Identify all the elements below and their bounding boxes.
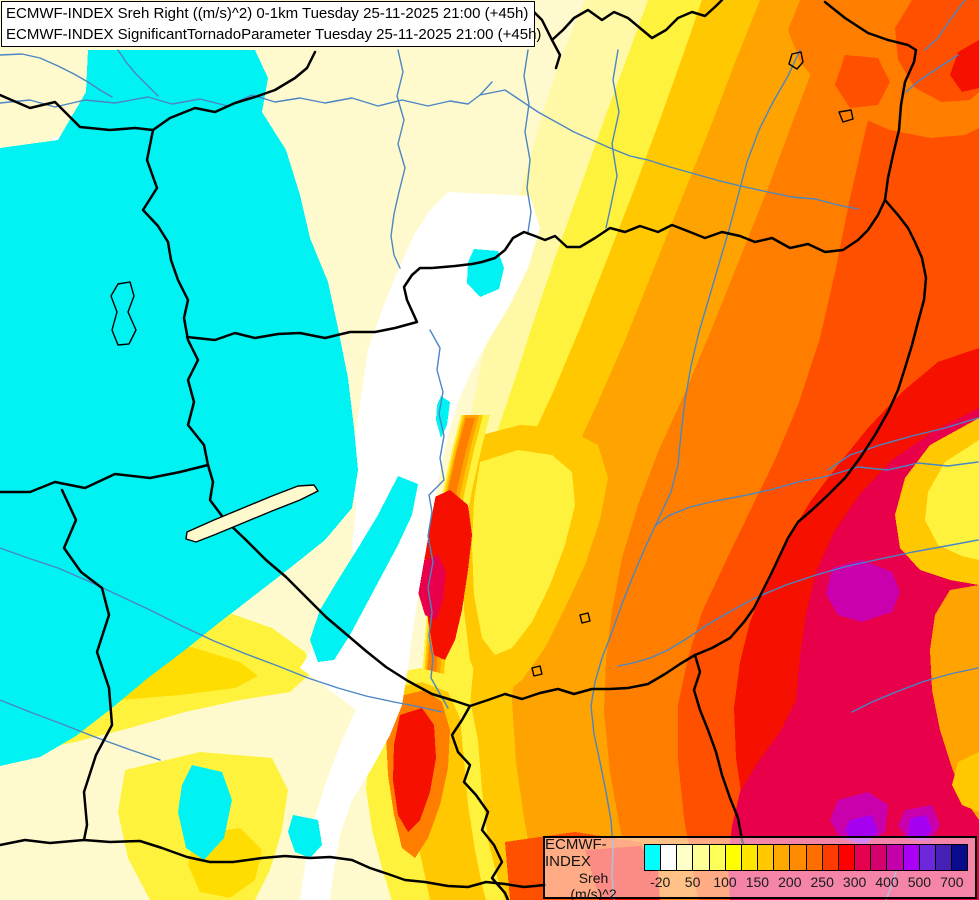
border-austria-hungary [0, 128, 210, 494]
border-slovenia-croatia [60, 488, 114, 842]
legend-tick-label: 200 [778, 874, 802, 890]
legend-tick-label: 500 [907, 874, 932, 890]
legend-swatch [758, 845, 775, 870]
legend-swatch [871, 845, 888, 870]
legend-swatch [887, 845, 904, 870]
legend-swatch [725, 845, 742, 870]
legend-swatch [677, 845, 694, 870]
border-sava [0, 838, 547, 889]
legend-subtitle: Sreh [578, 869, 609, 886]
legend-tick-label: 300 [842, 874, 867, 890]
tisza-river [590, 49, 801, 900]
legend-swatch [661, 845, 678, 870]
legend-swatch [855, 845, 872, 870]
vah-river [390, 49, 406, 269]
country-borders-layer [0, 0, 928, 900]
danube-river [0, 81, 493, 108]
title-box: ECMWF-INDEX Sreh Right ((m/s)^2) 0-1km T… [1, 1, 542, 47]
border-hungary-croatia [206, 463, 510, 900]
legend-swatch [709, 845, 726, 870]
legend-tick-label: 250 [810, 874, 834, 890]
danube-south-river [427, 329, 449, 709]
koros-river [654, 461, 979, 527]
legend-swatch [822, 845, 839, 870]
legend-tick-label: 700 [940, 874, 964, 890]
legend-tick-label: 100 [713, 874, 737, 890]
legend-tick-label: 150 [745, 874, 770, 890]
legend-labels: ECMWF-INDEX Sreh (m/s)^2 [545, 835, 642, 900]
legend-swatch [741, 845, 759, 870]
legend-swatch [774, 845, 791, 870]
border-hungary-slovakia [185, 198, 887, 342]
legend-tickrow: -20 50 100 150 200 250 300 400 500 700 [644, 874, 968, 892]
border-hungary-serbia [468, 653, 697, 708]
legend-swatch [645, 845, 662, 870]
legend-scale: -20 50 100 150 200 250 300 400 500 700 [642, 838, 975, 897]
title-line-1: ECMWF-INDEX Sreh Right ((m/s)^2) 0-1km T… [6, 5, 529, 22]
legend-swatch [903, 845, 920, 870]
border-slovakia-ukraine [823, 0, 918, 202]
drava-river [0, 547, 443, 713]
legend-swatch [806, 845, 823, 870]
legend-swatch [951, 845, 968, 870]
title-line-2: ECMWF-INDEX SignificantTornadoParameter … [6, 26, 542, 43]
legend: ECMWF-INDEX Sreh (m/s)^2 -20 50 100 150 200 2… [543, 835, 977, 900]
legend-swatch [919, 845, 936, 870]
legend-tick-label: 400 [875, 874, 899, 890]
border-northwest [0, 50, 317, 132]
legend-swatch [838, 845, 856, 870]
legend-unit: (m/s)^2 [570, 885, 617, 900]
legend-swatch [693, 845, 710, 870]
legend-title: ECMWF-INDEX [545, 835, 607, 870]
lakes-layer [110, 51, 854, 677]
legend-swatch [790, 845, 807, 870]
border-serbia-romania [692, 653, 750, 860]
legend-colorbar [644, 844, 968, 871]
legend-tick-label: 50 [684, 874, 701, 890]
legend-swatch [935, 845, 952, 870]
legend-tick-label: -20 [650, 874, 671, 890]
lake-balaton [185, 484, 319, 543]
border-hungary-romania [693, 198, 928, 657]
maros-river [617, 539, 979, 667]
lake-neusiedl [110, 281, 137, 346]
